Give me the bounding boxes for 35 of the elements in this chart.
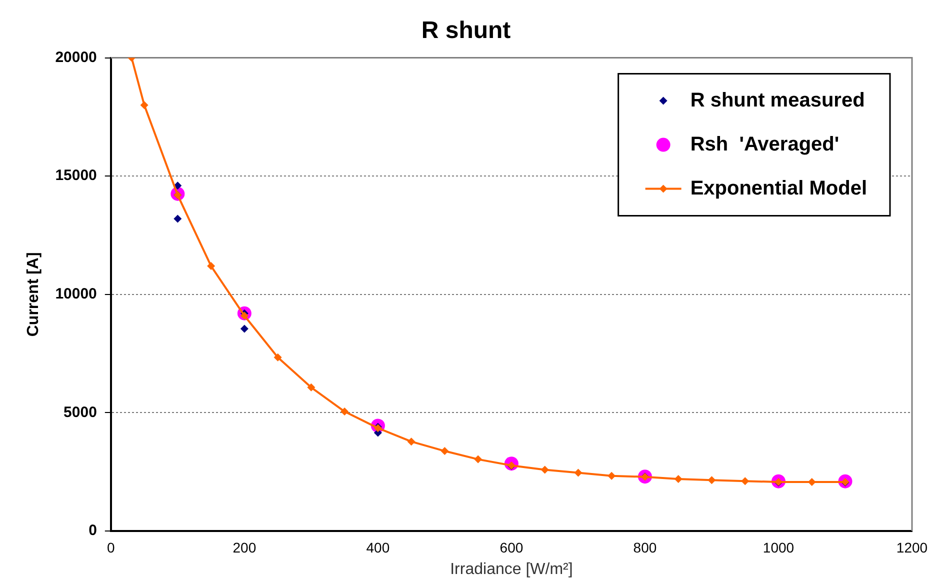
x-tick-label: 1000 <box>762 539 794 556</box>
point <box>440 447 449 456</box>
point <box>574 468 582 477</box>
point <box>240 324 248 333</box>
y-tick-label: 10000 <box>55 286 97 303</box>
point <box>474 455 482 464</box>
x-tick-label: 400 <box>366 539 390 556</box>
legend-label: R shunt measured <box>690 89 865 112</box>
y-axis-title: Current [A] <box>25 252 42 337</box>
point <box>174 214 182 223</box>
chart-title: R shunt <box>421 17 511 44</box>
point <box>808 478 816 486</box>
point <box>207 262 216 270</box>
x-axis-title: Irradiance [W/m²] <box>450 560 573 578</box>
y-tick-label: 5000 <box>64 404 97 421</box>
point <box>540 466 549 474</box>
y-tick-label: 20000 <box>55 48 97 66</box>
y-tick-label: 15000 <box>55 167 97 184</box>
x-tick-label: 200 <box>232 539 256 556</box>
legend-label: Exponential Model <box>690 177 868 200</box>
y-tick-label: 0 <box>88 522 97 540</box>
point <box>674 474 682 483</box>
point <box>708 476 716 484</box>
point <box>741 477 750 486</box>
point <box>407 438 416 446</box>
x-tick-label: 1200 <box>896 539 928 556</box>
point <box>608 472 616 480</box>
x-tick-label: 800 <box>633 539 657 556</box>
x-tick-label: 0 <box>107 539 116 556</box>
x-tick-label: 600 <box>500 539 524 556</box>
point <box>274 353 282 362</box>
point <box>340 408 349 416</box>
point <box>307 383 316 392</box>
legend-label: Rsh 'Averaged' <box>690 133 840 156</box>
point <box>140 101 148 110</box>
